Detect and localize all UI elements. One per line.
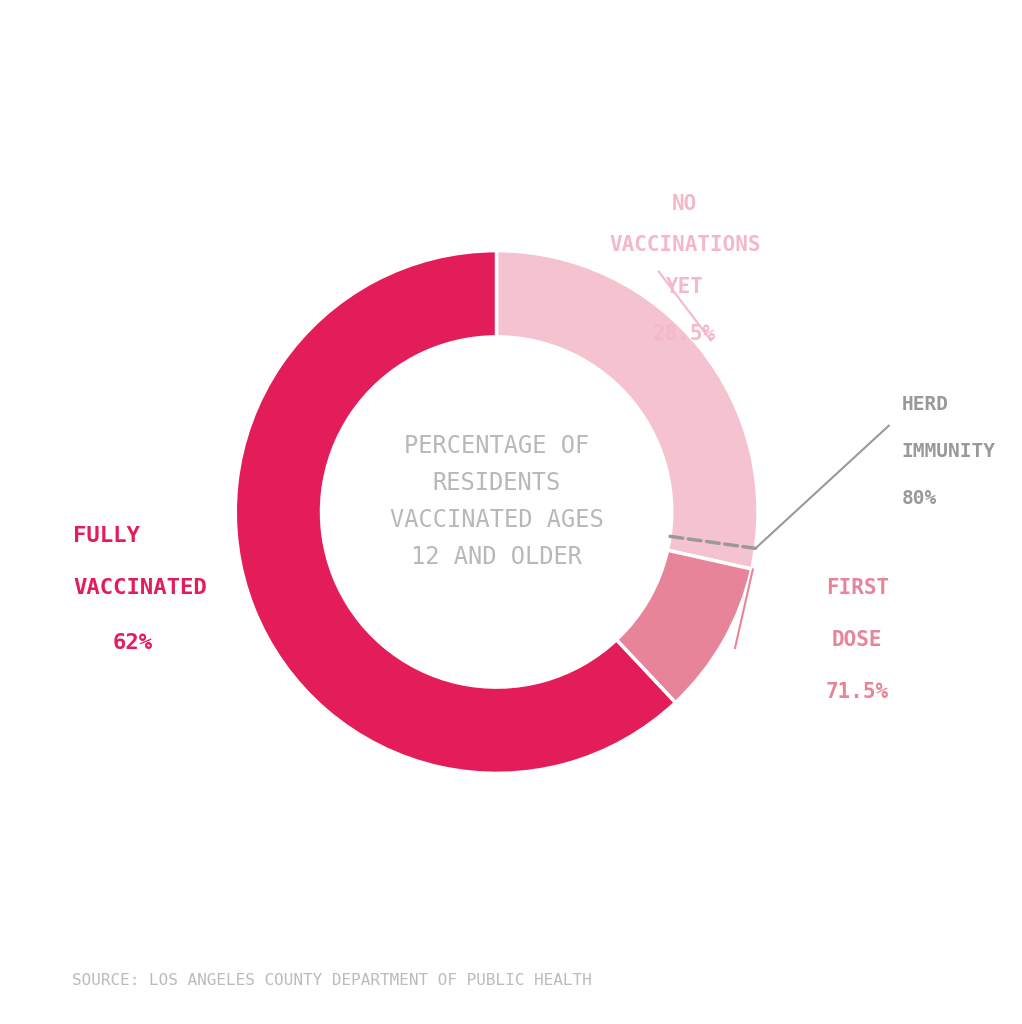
Text: IMMUNITY: IMMUNITY — [901, 442, 995, 462]
Text: PERCENTAGE OF
RESIDENTS
VACCINATED AGES
12 AND OLDER: PERCENTAGE OF RESIDENTS VACCINATED AGES … — [389, 433, 604, 569]
Text: 80%: 80% — [901, 489, 937, 509]
Text: NO: NO — [672, 194, 697, 214]
Text: DOSE: DOSE — [832, 630, 883, 650]
Text: HERD: HERD — [901, 395, 948, 415]
Text: SOURCE: LOS ANGELES COUNTY DEPARTMENT OF PUBLIC HEALTH: SOURCE: LOS ANGELES COUNTY DEPARTMENT OF… — [72, 973, 592, 988]
Text: FIRST: FIRST — [826, 578, 889, 598]
Text: 28.5%: 28.5% — [653, 325, 716, 344]
Wedge shape — [616, 550, 752, 702]
Wedge shape — [235, 251, 676, 773]
Text: 71.5%: 71.5% — [826, 682, 889, 702]
Text: VACCINATED: VACCINATED — [74, 578, 206, 598]
Wedge shape — [497, 251, 758, 569]
Text: YET: YET — [666, 278, 704, 297]
Text: VACCINATIONS: VACCINATIONS — [609, 236, 760, 255]
Text: 62%: 62% — [112, 633, 152, 652]
Text: FULLY: FULLY — [74, 525, 140, 546]
